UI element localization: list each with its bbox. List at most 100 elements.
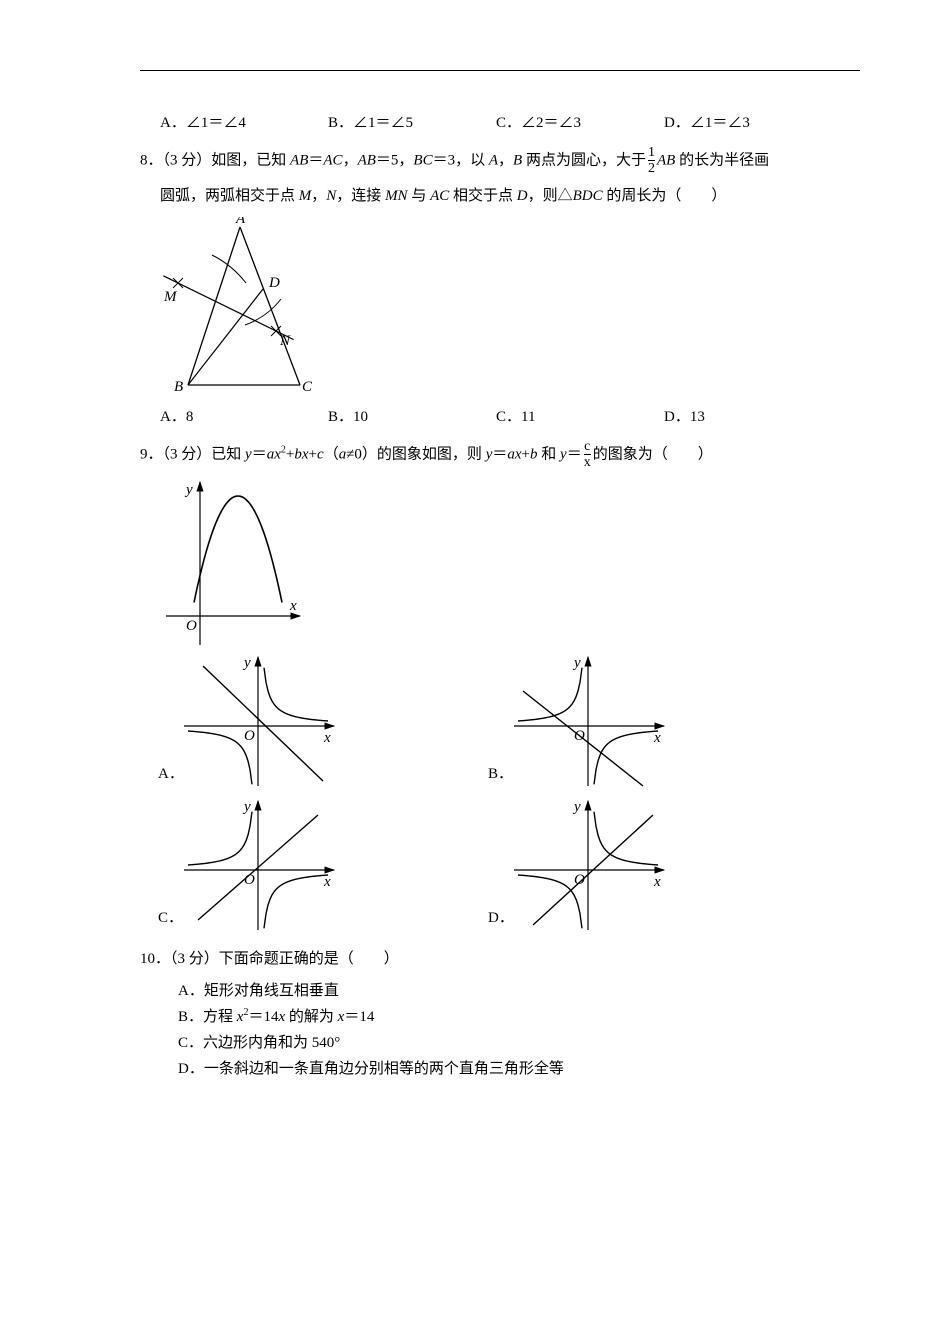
q9-stem: 9．（3 分）已知 y＝ax2+bx+c（a≠0）的图象如图，则 y＝ax+b … [140,440,860,470]
choice-text: 矩形对角线互相垂直 [204,983,339,999]
text: 的长为半径画 [675,152,769,168]
choice-text: ∠2＝∠3 [521,115,581,131]
text: ＝ [492,446,507,462]
choice-text: ∠1＝∠4 [186,115,246,131]
text: 如图，已知 [211,152,290,168]
text: ＝14 [344,1009,374,1025]
text: 的解为 [285,1009,338,1025]
var: b [530,446,538,462]
fraction: 12 [648,146,655,176]
var: AC [323,152,342,168]
svg-text:A: A [235,217,246,227]
denominator: 2 [648,160,655,176]
q-points: （3 分） [163,152,212,168]
choice-label: C． [140,906,176,935]
var: N [326,188,336,204]
svg-text:B: B [174,379,183,395]
q9-graph-c: Oxy [176,795,341,935]
svg-text:y: y [572,655,581,671]
q-points: （3 分） [170,951,219,967]
svg-text:x: x [323,874,331,890]
var: BC [413,152,432,168]
svg-text:N: N [279,333,291,349]
text: ＝3，以 [433,152,489,168]
svg-text:M: M [163,289,178,305]
q8-choice-c: C．11 [496,405,664,426]
svg-text:x: x [653,874,661,890]
choice-label: C． [496,115,521,131]
var: D [517,188,528,204]
q8-diagram: A B C M N D [160,217,320,397]
var: AC [430,188,449,204]
denominator: x [584,454,591,470]
numerator: c [584,440,591,454]
svg-text:y: y [242,799,251,815]
choice-label: D． [664,115,690,131]
text: 的图象为（ ） [593,446,713,462]
choice-label: D． [178,1061,204,1077]
q10-choice-c: C．六边形内角和为 540° [140,1031,860,1052]
text: 已知 [211,446,245,462]
text: 和 [538,446,561,462]
svg-text:O: O [186,618,197,634]
q9-graph-d: Oxy [506,795,671,935]
text: ＝ [252,446,267,462]
choice-text: ∠1＝∠5 [353,115,413,131]
var: AB [290,152,308,168]
svg-text:O: O [244,728,255,744]
text: 下面命题正确的是（ ） [219,951,399,967]
var: AB [358,152,376,168]
var: ax [267,446,281,462]
text: ＝ [567,446,582,462]
text: ，连接 [336,188,385,204]
choice-label: C． [178,1035,203,1051]
choice-text: 一条斜边和一条直角边分别相等的两个直角三角形全等 [204,1061,564,1077]
svg-text:y: y [184,482,193,498]
q8-stem: 8．（3 分）如图，已知 AB＝AC，AB＝5，BC＝3，以 A，B 两点为圆心… [140,146,860,176]
choice-label: B． [328,115,353,131]
text: ，则△ [528,188,573,204]
q8-choices: A．8 B．10 C．11 D．13 [160,405,860,426]
q9-option-d: D． Oxy [470,795,800,935]
q10-choice-b: B．方程 x2＝14x 的解为 x＝14 [140,1005,860,1026]
var: A [489,152,498,168]
q10-choice-a: A．矩形对角线互相垂直 [140,979,860,1000]
choice-text: ∠1＝∠3 [690,115,750,131]
q9-parabola: Ox y [160,476,310,651]
q7-choice-a: A．∠1＝∠4 [160,111,328,132]
q9-option-a: A． Oxy [140,651,470,791]
svg-text:x: x [653,730,661,746]
svg-text:y: y [242,655,251,671]
svg-text:C: C [302,379,313,395]
var: y [245,446,252,462]
q7-choice-d: D．∠1＝∠3 [664,111,832,132]
text: ＝14 [248,1009,278,1025]
choice-label: A． [160,115,186,131]
q8-figure: A B C M N D [140,217,860,397]
text: ， [498,152,513,168]
top-rule [140,70,860,71]
var: AB [657,152,675,168]
text: 方程 [203,1009,237,1025]
q7-choice-b: B．∠1＝∠5 [328,111,496,132]
var: c [317,446,324,462]
text: + [309,446,317,462]
q7-choices: A．∠1＝∠4 B．∠1＝∠5 C．∠2＝∠3 D．∠1＝∠3 [160,111,860,132]
var: M [299,188,312,204]
text: ， [311,188,326,204]
q9-main-figure: Ox y [140,476,860,651]
svg-text:D: D [268,275,280,291]
var: MN [385,188,408,204]
choice-label: A． [178,983,204,999]
q8-choice-a: A．8 [160,405,328,426]
choice-label: A． [140,762,176,791]
q9-graph-b: Oxy [506,651,671,791]
var: ax [507,446,521,462]
q8-choice-d: D．13 [664,405,832,426]
svg-text:x: x [289,598,297,614]
choice-text: 六边形内角和为 540° [203,1035,340,1051]
fraction: cx [584,440,591,470]
exam-page: A．∠1＝∠4 B．∠1＝∠5 C．∠2＝∠3 D．∠1＝∠3 8．（3 分）如… [0,0,950,1143]
text: + [522,446,530,462]
q-number: 10． [140,951,170,967]
